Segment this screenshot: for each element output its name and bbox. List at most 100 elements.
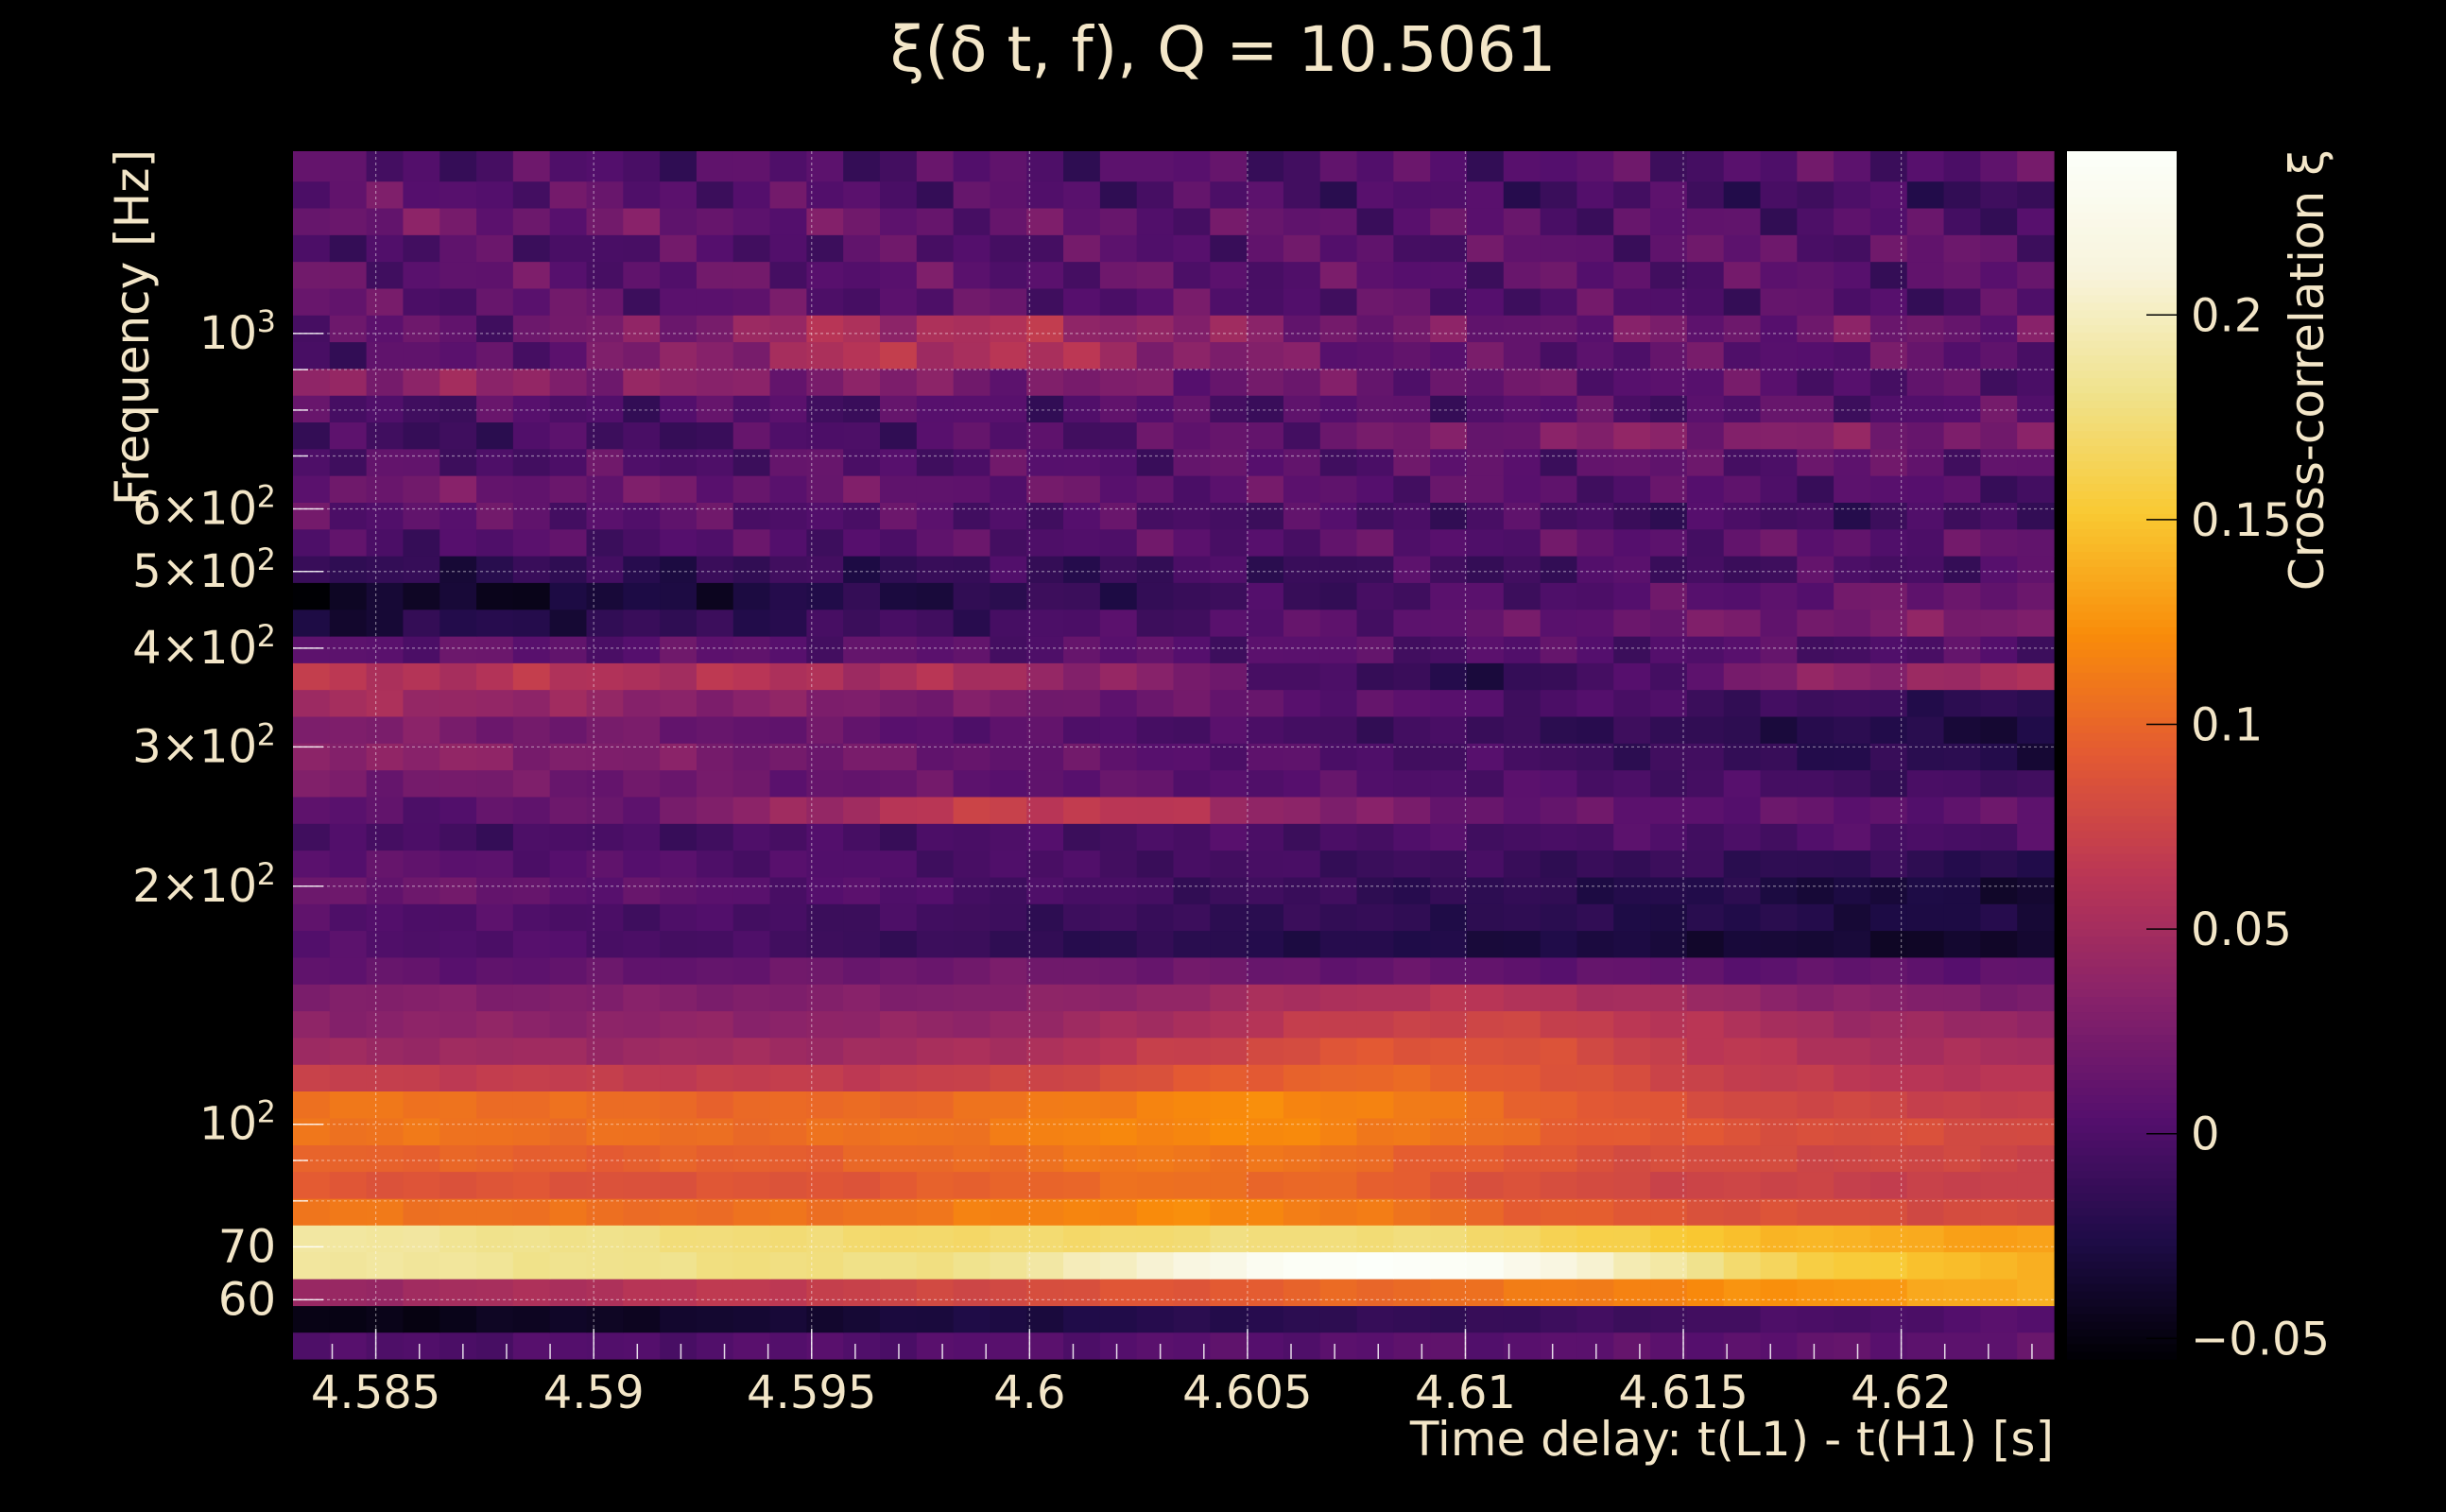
heatmap-cell [1980,1198,2018,1226]
heatmap-cell [769,850,807,878]
heatmap-cell [366,689,405,717]
heatmap-cell [1723,395,1762,423]
heatmap-cell [1540,930,1578,958]
heatmap-cell [696,1144,734,1173]
heatmap-cell [732,1117,771,1146]
heatmap-cell [329,1091,368,1119]
heatmap-cell [1026,1332,1064,1360]
heatmap-cell [1283,582,1321,610]
heatmap-cell [1430,234,1468,263]
heatmap-cell [1503,315,1542,343]
heatmap-cell [1576,315,1614,343]
heatmap-cell [1906,448,1945,476]
heatmap-cell [1723,689,1762,717]
colorbar-segment [2067,1125,2177,1133]
heatmap-cell [1503,1198,1542,1226]
heatmap-cell [1613,743,1651,771]
heatmap-cell [1650,341,1688,369]
heatmap-cell [366,151,405,182]
heatmap-cell [1063,715,1101,744]
heatmap-cell [769,1332,807,1360]
heatmap-cell [806,1225,844,1253]
heatmap-cell [769,662,807,691]
heatmap-cell [366,1279,405,1307]
heatmap-cell [366,315,405,343]
heatmap-cell [586,234,624,263]
chart-title: ξ(δ t, f), Q = 10.5061 [890,13,1557,86]
colorbar-segment [2067,1238,2177,1246]
heatmap-cell [1356,207,1394,235]
heatmap-cell [1063,475,1101,503]
heatmap-cell [293,1332,331,1360]
heatmap-cell [1760,662,1798,691]
heatmap-cell [843,151,881,182]
heatmap-cell [549,796,588,824]
heatmap-cell [843,368,881,396]
heatmap-cell [1943,1117,1981,1146]
heatmap-cell [1099,956,1138,985]
heatmap-cell [1613,207,1651,235]
heatmap-cell [1650,984,1688,1012]
heatmap-cell [1319,180,1358,209]
heatmap-cell [549,207,588,235]
heatmap-cell [293,609,331,637]
heatmap-cell [1723,448,1762,476]
heatmap-cell [1319,287,1358,316]
heatmap-cell [1540,715,1578,744]
heatmap-cell [439,1010,477,1039]
heatmap-cell [1063,689,1101,717]
heatmap-cell [696,715,734,744]
heatmap-cell [329,850,368,878]
heatmap-cell [1540,1144,1578,1173]
heatmap-cell [329,1064,368,1091]
heatmap-cell [953,823,991,851]
heatmap-cell [1980,689,2018,717]
heatmap-cell [1210,1171,1248,1199]
heatmap-cell [2017,796,2055,824]
heatmap-cell [1834,796,1871,824]
heatmap-cell [329,261,368,289]
colorbar-segment [2067,1344,2177,1352]
colorbar-segment [2067,702,2177,711]
heatmap-cell [916,1117,955,1146]
heatmap-cell [1136,1010,1175,1039]
heatmap-cell [1797,582,1834,610]
heatmap-cell [696,662,734,691]
heatmap-cell [1650,796,1688,824]
heatmap-cell [806,984,844,1012]
heatmap-cell [769,261,807,289]
heatmap-cell [953,395,991,423]
heatmap-cell [1540,448,1578,476]
heatmap-cell [1613,689,1651,717]
heatmap-cell [1247,315,1284,343]
colorbar-tick-label: 0.05 [2191,903,2292,956]
heatmap-cell [549,1064,588,1091]
heatmap-cell [586,421,624,450]
heatmap-cell [1283,636,1321,663]
heatmap-cell [806,1305,844,1333]
heatmap-cell [916,1064,955,1091]
heatmap-cell [953,448,991,476]
heatmap-cell [586,151,624,182]
heatmap-cell [366,261,405,289]
heatmap-cell [623,475,661,503]
x-tick-label: 4.61 [1415,1366,1516,1419]
colorbar-segment [2067,958,2177,968]
heatmap-cell [1760,151,1798,182]
colorbar-segment [2067,898,2177,907]
heatmap-cell [1686,1037,1725,1065]
heatmap-cell [660,769,698,798]
heatmap-cell [1906,1171,1945,1199]
heatmap-cell [366,1010,405,1039]
heatmap-cell [366,556,405,583]
x-tick-label: 4.605 [1182,1366,1312,1419]
heatmap-cell [1467,1144,1505,1173]
heatmap-cell [696,1279,734,1307]
y-tick-label-exponent: 2 [257,541,276,577]
heatmap-cell [1906,609,1945,637]
heatmap-cell [1906,475,1945,503]
heatmap-cell [549,556,588,583]
heatmap-cell [1099,689,1138,717]
heatmap-cell [476,689,514,717]
heatmap-cell [623,261,661,289]
